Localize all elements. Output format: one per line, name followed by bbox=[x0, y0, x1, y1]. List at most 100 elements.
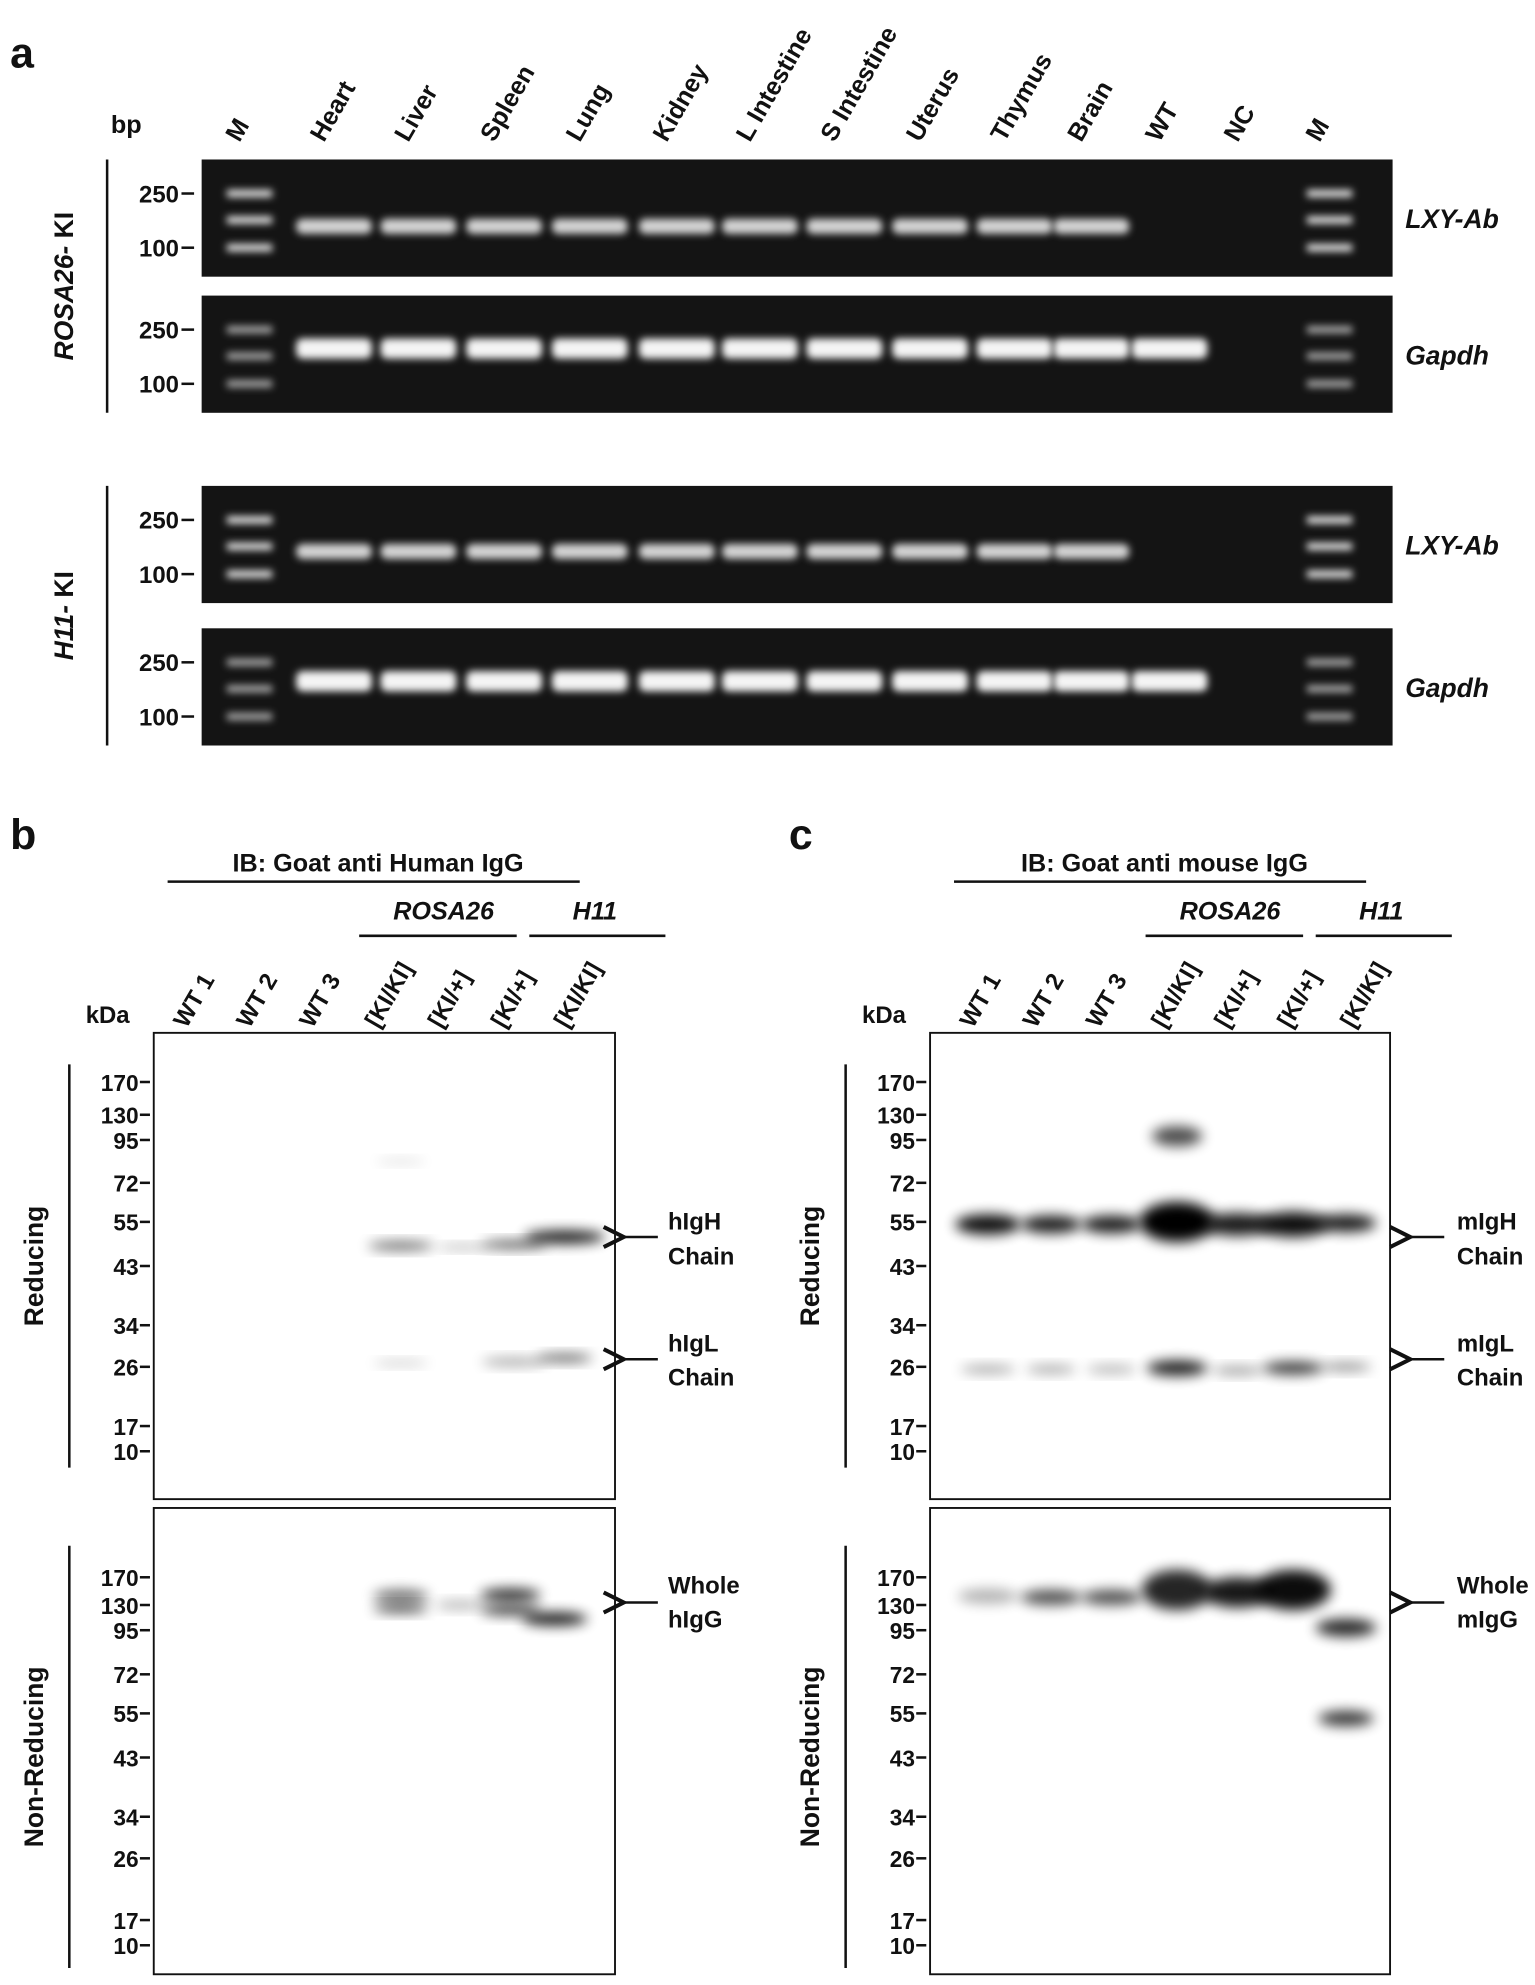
marker-label: 10 bbox=[890, 1933, 915, 1959]
blot-band bbox=[480, 1605, 541, 1616]
ladder-band bbox=[1306, 352, 1353, 360]
marker-label: 55 bbox=[890, 1701, 915, 1727]
marker-label: 10 bbox=[113, 1439, 138, 1465]
marker-label: 95 bbox=[890, 1128, 915, 1154]
gene-label: LXY-Ab bbox=[1405, 531, 1499, 561]
pcr-band bbox=[806, 543, 883, 559]
lane-label: Lung bbox=[561, 79, 616, 146]
pcr-band bbox=[551, 338, 628, 359]
ladder-band bbox=[1306, 216, 1353, 224]
pcr-band bbox=[976, 338, 1053, 359]
marker-label: 17 bbox=[113, 1414, 138, 1440]
marker-label: 130 bbox=[101, 1103, 139, 1129]
pcr-band bbox=[1131, 671, 1208, 692]
ladder-band bbox=[226, 325, 273, 334]
marker-label: 100 bbox=[139, 562, 179, 589]
marker-label: 72 bbox=[890, 1662, 915, 1688]
blot-band bbox=[373, 1589, 429, 1603]
marker-label: 43 bbox=[113, 1745, 138, 1771]
antibody-label: IB: Goat anti Human IgG bbox=[233, 850, 524, 878]
blot-band bbox=[1315, 1618, 1377, 1637]
marker-label: 72 bbox=[113, 1662, 138, 1688]
blot-band bbox=[1020, 1215, 1082, 1234]
lane-label: M bbox=[1300, 114, 1335, 146]
gene-label: Gapdh bbox=[1405, 673, 1489, 703]
marker-label: 10 bbox=[113, 1933, 138, 1959]
marker-label: 34 bbox=[113, 1313, 139, 1339]
condition-label: Reducing bbox=[795, 1206, 825, 1327]
pcr-band bbox=[638, 671, 715, 692]
blot-band bbox=[960, 1365, 1016, 1374]
marker-label: 26 bbox=[113, 1355, 138, 1381]
gel bbox=[201, 485, 1393, 604]
marker-label: 26 bbox=[890, 1355, 915, 1381]
marker-label: 250 bbox=[139, 508, 179, 535]
strain-label: H11 bbox=[573, 897, 617, 925]
lane-label: L Intestine bbox=[731, 23, 818, 146]
marker-label: 17 bbox=[890, 1414, 915, 1440]
blot bbox=[152, 1031, 616, 1501]
blot-band bbox=[1081, 1589, 1142, 1606]
pcr-band bbox=[380, 543, 457, 559]
ladder-band bbox=[1306, 542, 1353, 551]
annotation: Chain bbox=[668, 1365, 735, 1392]
panel-letter: c bbox=[789, 811, 813, 859]
pcr-band bbox=[380, 338, 457, 359]
pcr-band bbox=[806, 338, 883, 359]
ladder-band bbox=[1306, 685, 1353, 693]
strain-label: ROSA26 bbox=[1180, 897, 1282, 925]
lane-label: WT 3 bbox=[1081, 969, 1133, 1032]
marker-label: 130 bbox=[877, 1103, 915, 1129]
annotation: Chain bbox=[1457, 1244, 1523, 1271]
marker-label: 26 bbox=[890, 1846, 915, 1872]
blot-band bbox=[1020, 1589, 1082, 1606]
strain-label: ROSA26 bbox=[393, 897, 495, 925]
pcr-band bbox=[466, 671, 542, 692]
marker-label: 17 bbox=[113, 1908, 138, 1934]
annotation: Chain bbox=[1457, 1365, 1523, 1392]
pcr-band bbox=[892, 338, 968, 359]
marker-label: 100 bbox=[139, 236, 179, 263]
pcr-band bbox=[1053, 671, 1130, 692]
pcr-band bbox=[976, 218, 1053, 234]
group-name: H11- bbox=[49, 605, 79, 661]
pcr-band bbox=[976, 543, 1053, 559]
marker-label: 130 bbox=[101, 1593, 139, 1619]
blot-band bbox=[1086, 1365, 1137, 1374]
blot-band bbox=[1257, 1211, 1329, 1238]
blot-band bbox=[1025, 1365, 1077, 1374]
pcr-band bbox=[296, 338, 372, 359]
lane-label: [KI/+] bbox=[1272, 966, 1326, 1032]
marker-label: 26 bbox=[113, 1846, 138, 1872]
pcr-band bbox=[296, 671, 372, 692]
marker-label: 250 bbox=[139, 317, 179, 344]
pcr-band bbox=[296, 218, 372, 234]
blot-band bbox=[481, 1240, 547, 1249]
marker-label: 170 bbox=[101, 1070, 139, 1096]
gel bbox=[201, 159, 1393, 277]
pcr-band bbox=[722, 218, 798, 234]
ladder-band bbox=[1306, 712, 1353, 721]
lane-label: S Intestine bbox=[815, 22, 903, 146]
lane-label: Brain bbox=[1062, 76, 1118, 146]
blot-band bbox=[373, 1605, 429, 1613]
pcr-band bbox=[722, 671, 798, 692]
marker-label: 10 bbox=[890, 1439, 915, 1465]
blot bbox=[152, 1507, 616, 1976]
lane-label: [KI/KI] bbox=[549, 958, 608, 1033]
blot-band bbox=[480, 1588, 541, 1602]
pcr-band bbox=[380, 671, 457, 692]
ladder-band bbox=[226, 658, 273, 667]
lane-label: [KI/KI] bbox=[1335, 958, 1394, 1033]
ladder-band bbox=[226, 380, 273, 388]
marker-label: 100 bbox=[139, 372, 179, 399]
lane-label: WT 1 bbox=[955, 969, 1007, 1032]
blot-band bbox=[524, 1230, 605, 1244]
lane-label: WT 3 bbox=[294, 969, 346, 1032]
blot-band bbox=[955, 1214, 1021, 1235]
lane-label: Uterus bbox=[901, 63, 965, 146]
blot-band bbox=[1141, 1569, 1213, 1611]
condition-label: Non-Reducing bbox=[795, 1666, 825, 1847]
marker-label: 43 bbox=[113, 1254, 138, 1280]
